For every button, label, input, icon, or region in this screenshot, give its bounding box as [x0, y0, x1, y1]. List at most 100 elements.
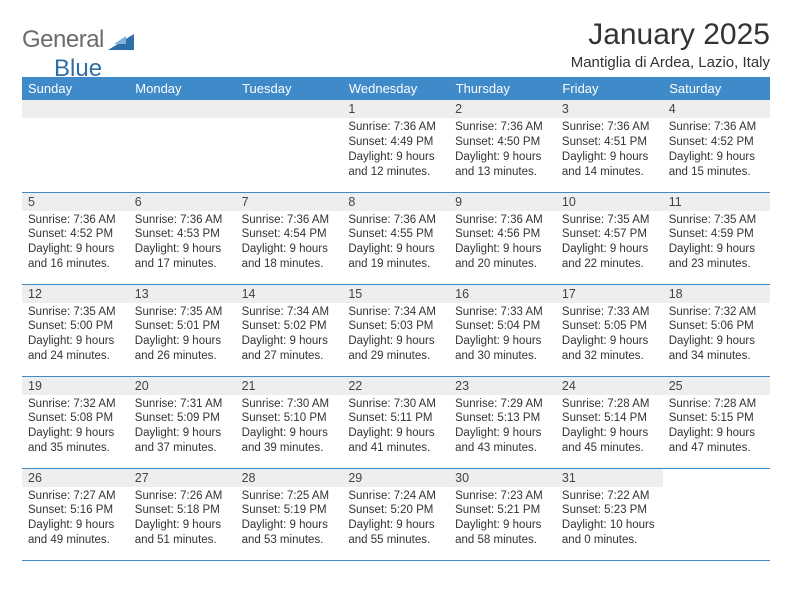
day-number: 4	[663, 100, 770, 118]
calendar-cell: 19Sunrise: 7:32 AMSunset: 5:08 PMDayligh…	[22, 376, 129, 468]
weekday-header: Monday	[129, 77, 236, 100]
calendar-cell: 26Sunrise: 7:27 AMSunset: 5:16 PMDayligh…	[22, 468, 129, 560]
calendar-cell: 27Sunrise: 7:26 AMSunset: 5:18 PMDayligh…	[129, 468, 236, 560]
day-number: 15	[342, 285, 449, 303]
day-number: 5	[22, 193, 129, 211]
calendar-cell: 6Sunrise: 7:36 AMSunset: 4:53 PMDaylight…	[129, 192, 236, 284]
day-details: Sunrise: 7:22 AMSunset: 5:23 PMDaylight:…	[556, 487, 663, 553]
day-number: 22	[342, 377, 449, 395]
day-details: Sunrise: 7:25 AMSunset: 5:19 PMDaylight:…	[236, 487, 343, 553]
day-number: 26	[22, 469, 129, 487]
day-details: Sunrise: 7:36 AMSunset: 4:56 PMDaylight:…	[449, 211, 556, 277]
month-title: January 2025	[571, 18, 770, 52]
day-details: Sunrise: 7:35 AMSunset: 4:59 PMDaylight:…	[663, 211, 770, 277]
brand-logo: General	[22, 26, 136, 54]
day-details: Sunrise: 7:28 AMSunset: 5:15 PMDaylight:…	[663, 395, 770, 461]
day-details: Sunrise: 7:36 AMSunset: 4:49 PMDaylight:…	[342, 118, 449, 184]
calendar-cell: 12Sunrise: 7:35 AMSunset: 5:00 PMDayligh…	[22, 284, 129, 376]
day-number: 16	[449, 285, 556, 303]
calendar-row: 1Sunrise: 7:36 AMSunset: 4:49 PMDaylight…	[22, 100, 770, 192]
location-text: Mantiglia di Ardea, Lazio, Italy	[571, 54, 770, 71]
calendar-cell: 29Sunrise: 7:24 AMSunset: 5:20 PMDayligh…	[342, 468, 449, 560]
calendar-cell: 14Sunrise: 7:34 AMSunset: 5:02 PMDayligh…	[236, 284, 343, 376]
calendar-row: 19Sunrise: 7:32 AMSunset: 5:08 PMDayligh…	[22, 376, 770, 468]
calendar-cell	[22, 100, 129, 192]
day-details: Sunrise: 7:36 AMSunset: 4:50 PMDaylight:…	[449, 118, 556, 184]
calendar-cell: 31Sunrise: 7:22 AMSunset: 5:23 PMDayligh…	[556, 468, 663, 560]
weekday-header: Tuesday	[236, 77, 343, 100]
calendar-row: 12Sunrise: 7:35 AMSunset: 5:00 PMDayligh…	[22, 284, 770, 376]
title-block: January 2025 Mantiglia di Ardea, Lazio, …	[571, 18, 770, 71]
day-details: Sunrise: 7:36 AMSunset: 4:52 PMDaylight:…	[663, 118, 770, 184]
calendar-cell: 4Sunrise: 7:36 AMSunset: 4:52 PMDaylight…	[663, 100, 770, 192]
empty-daynum	[236, 100, 343, 118]
calendar-cell: 1Sunrise: 7:36 AMSunset: 4:49 PMDaylight…	[342, 100, 449, 192]
calendar-cell: 7Sunrise: 7:36 AMSunset: 4:54 PMDaylight…	[236, 192, 343, 284]
day-number: 6	[129, 193, 236, 211]
day-number: 23	[449, 377, 556, 395]
calendar-cell: 16Sunrise: 7:33 AMSunset: 5:04 PMDayligh…	[449, 284, 556, 376]
day-details: Sunrise: 7:35 AMSunset: 5:01 PMDaylight:…	[129, 303, 236, 369]
brand-triangle-icon	[108, 30, 134, 50]
day-number: 13	[129, 285, 236, 303]
day-details: Sunrise: 7:30 AMSunset: 5:11 PMDaylight:…	[342, 395, 449, 461]
calendar-cell: 13Sunrise: 7:35 AMSunset: 5:01 PMDayligh…	[129, 284, 236, 376]
calendar-cell: 15Sunrise: 7:34 AMSunset: 5:03 PMDayligh…	[342, 284, 449, 376]
calendar-cell: 28Sunrise: 7:25 AMSunset: 5:19 PMDayligh…	[236, 468, 343, 560]
calendar-cell: 25Sunrise: 7:28 AMSunset: 5:15 PMDayligh…	[663, 376, 770, 468]
calendar-cell	[236, 100, 343, 192]
day-details: Sunrise: 7:34 AMSunset: 5:02 PMDaylight:…	[236, 303, 343, 369]
day-details: Sunrise: 7:26 AMSunset: 5:18 PMDaylight:…	[129, 487, 236, 553]
day-details: Sunrise: 7:23 AMSunset: 5:21 PMDaylight:…	[449, 487, 556, 553]
weekday-header: Wednesday	[342, 77, 449, 100]
day-details: Sunrise: 7:32 AMSunset: 5:08 PMDaylight:…	[22, 395, 129, 461]
day-number: 3	[556, 100, 663, 118]
day-number: 25	[663, 377, 770, 395]
brand-text-1: General	[22, 26, 104, 54]
day-details: Sunrise: 7:33 AMSunset: 5:04 PMDaylight:…	[449, 303, 556, 369]
calendar-table: SundayMondayTuesdayWednesdayThursdayFrid…	[22, 77, 770, 561]
day-details: Sunrise: 7:29 AMSunset: 5:13 PMDaylight:…	[449, 395, 556, 461]
day-details: Sunrise: 7:36 AMSunset: 4:51 PMDaylight:…	[556, 118, 663, 184]
day-number: 18	[663, 285, 770, 303]
day-details: Sunrise: 7:36 AMSunset: 4:55 PMDaylight:…	[342, 211, 449, 277]
calendar-cell: 11Sunrise: 7:35 AMSunset: 4:59 PMDayligh…	[663, 192, 770, 284]
day-number: 30	[449, 469, 556, 487]
day-number: 21	[236, 377, 343, 395]
day-number: 24	[556, 377, 663, 395]
day-details: Sunrise: 7:36 AMSunset: 4:52 PMDaylight:…	[22, 211, 129, 277]
calendar-row: 5Sunrise: 7:36 AMSunset: 4:52 PMDaylight…	[22, 192, 770, 284]
day-details: Sunrise: 7:24 AMSunset: 5:20 PMDaylight:…	[342, 487, 449, 553]
day-number: 11	[663, 193, 770, 211]
calendar-cell: 8Sunrise: 7:36 AMSunset: 4:55 PMDaylight…	[342, 192, 449, 284]
day-number: 2	[449, 100, 556, 118]
day-details: Sunrise: 7:34 AMSunset: 5:03 PMDaylight:…	[342, 303, 449, 369]
weekday-header: Thursday	[449, 77, 556, 100]
day-number: 12	[22, 285, 129, 303]
calendar-cell: 24Sunrise: 7:28 AMSunset: 5:14 PMDayligh…	[556, 376, 663, 468]
calendar-cell: 23Sunrise: 7:29 AMSunset: 5:13 PMDayligh…	[449, 376, 556, 468]
calendar-cell: 9Sunrise: 7:36 AMSunset: 4:56 PMDaylight…	[449, 192, 556, 284]
weekday-header: Friday	[556, 77, 663, 100]
calendar-cell: 18Sunrise: 7:32 AMSunset: 5:06 PMDayligh…	[663, 284, 770, 376]
empty-daynum	[129, 100, 236, 118]
day-details: Sunrise: 7:31 AMSunset: 5:09 PMDaylight:…	[129, 395, 236, 461]
day-number: 1	[342, 100, 449, 118]
weekday-header-row: SundayMondayTuesdayWednesdayThursdayFrid…	[22, 77, 770, 100]
day-number: 10	[556, 193, 663, 211]
day-number: 14	[236, 285, 343, 303]
calendar-cell: 20Sunrise: 7:31 AMSunset: 5:09 PMDayligh…	[129, 376, 236, 468]
calendar-cell: 3Sunrise: 7:36 AMSunset: 4:51 PMDaylight…	[556, 100, 663, 192]
day-details: Sunrise: 7:30 AMSunset: 5:10 PMDaylight:…	[236, 395, 343, 461]
calendar-row: 26Sunrise: 7:27 AMSunset: 5:16 PMDayligh…	[22, 468, 770, 560]
day-number: 31	[556, 469, 663, 487]
calendar-cell	[663, 468, 770, 560]
day-details: Sunrise: 7:35 AMSunset: 5:00 PMDaylight:…	[22, 303, 129, 369]
day-details: Sunrise: 7:33 AMSunset: 5:05 PMDaylight:…	[556, 303, 663, 369]
day-number: 17	[556, 285, 663, 303]
day-details: Sunrise: 7:35 AMSunset: 4:57 PMDaylight:…	[556, 211, 663, 277]
calendar-cell: 5Sunrise: 7:36 AMSunset: 4:52 PMDaylight…	[22, 192, 129, 284]
weekday-header: Saturday	[663, 77, 770, 100]
calendar-cell: 17Sunrise: 7:33 AMSunset: 5:05 PMDayligh…	[556, 284, 663, 376]
day-number: 28	[236, 469, 343, 487]
